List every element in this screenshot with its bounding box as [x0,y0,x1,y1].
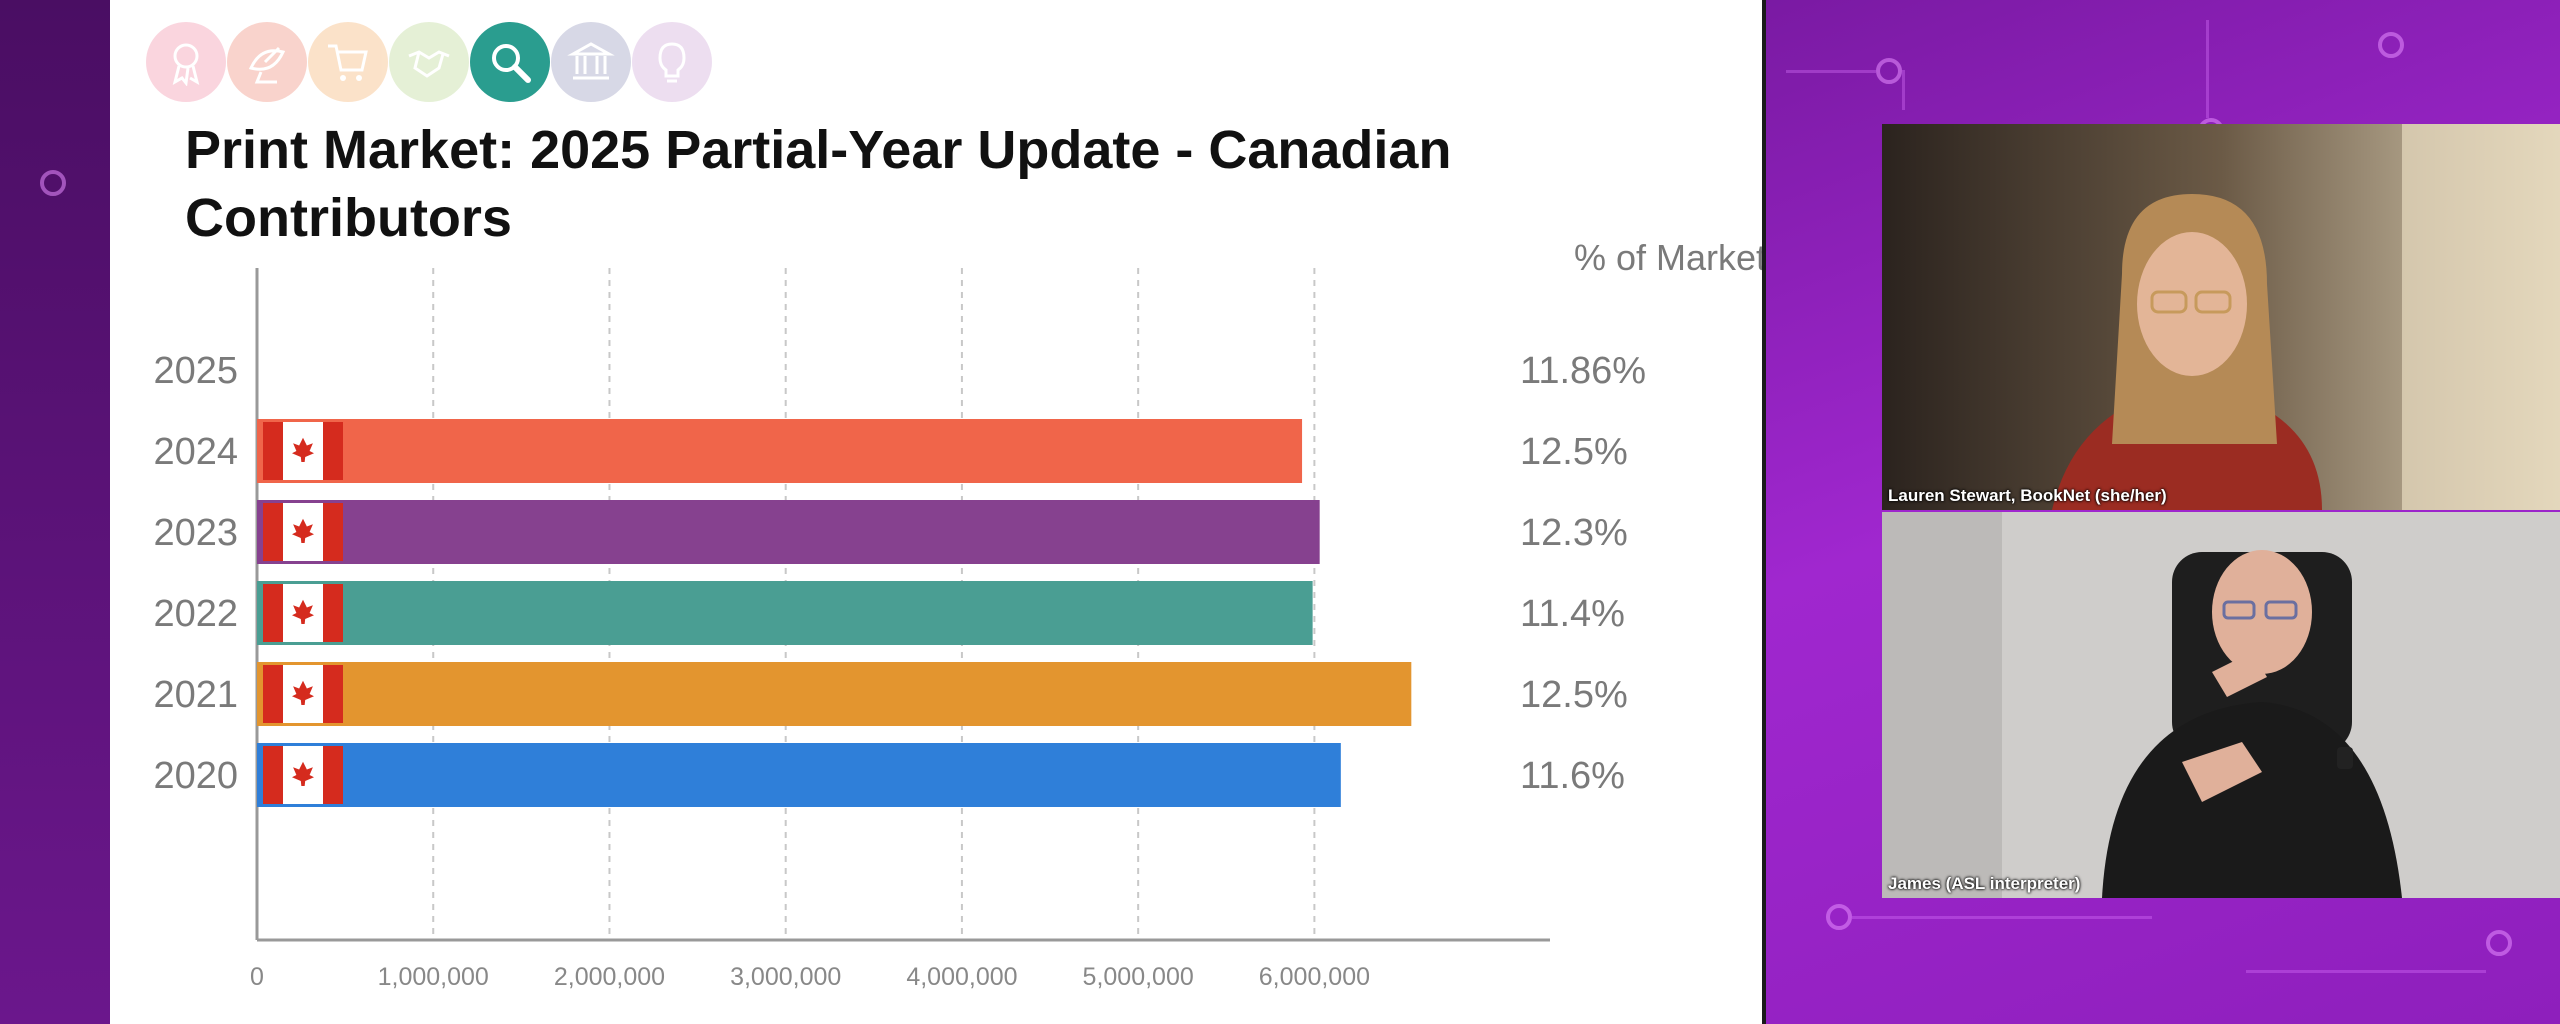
flag-band [263,503,283,561]
handshake-icon [389,22,469,102]
circuit-line [2246,970,2486,973]
participant-name-tag: Lauren Stewart, BookNet (she/her) [1888,486,2167,505]
circuit-dot [2378,32,2404,58]
circuit-dot [40,170,66,196]
shopping-cart-icon [308,22,388,102]
market-share-label: 11.4% [1520,593,1625,635]
video-tile-speaker[interactable]: Lauren Stewart, BookNet (she/her) [1882,124,2560,510]
year-label: 2024 [153,431,238,473]
bar-2022 [257,581,1313,645]
flag-band [263,584,283,642]
satellite-dish-icon [227,22,307,102]
year-label: 2023 [153,512,238,554]
flag-band [323,746,343,804]
chart-title: Print Market: 2025 Partial-Year Update -… [185,120,1452,248]
market-share-label: 11.86% [1520,350,1646,392]
speaker-video-feed [1882,124,2560,510]
library-icon [551,22,631,102]
magnifier-icon [470,22,550,102]
circuit-line [1902,70,1905,110]
slide-border [1762,0,1766,1024]
left-background-strip [0,0,110,1024]
flag-band [263,665,283,723]
year-label: 2021 [153,674,238,716]
market-share-label: 12.5% [1520,674,1628,716]
topic-icon-row [146,22,712,104]
market-share-label: 12.3% [1520,512,1628,554]
bars [257,419,1412,807]
flag-band [323,503,343,561]
x-tick-label: 3,000,000 [730,963,841,991]
market-share-header: % of Market [1574,237,1762,278]
bar-2024 [257,419,1303,483]
maple-leaf [292,761,314,786]
x-tick-label: 6,000,000 [1259,963,1370,991]
participant-name-tag: James (ASL interpreter) [1888,874,2081,893]
year-label: 2020 [153,755,238,797]
lightbulb-icon [632,22,712,102]
maple-leaf [292,680,314,705]
x-tick-label: 5,000,000 [1083,963,1194,991]
interpreter-video-feed [1882,512,2560,898]
canada-flag-icon [263,665,343,723]
canada-flag-icon [263,584,343,642]
maple-leaf [292,599,314,624]
x-tick-label: 1,000,000 [378,963,489,991]
circuit-dot [2486,930,2512,956]
year-label: 2025 [153,350,238,392]
market-share-label: 12.5% [1520,431,1628,473]
flag-band [323,665,343,723]
bar-chart: 0 1,000,000 2,000,000 3,000,000 4,000,000 5,0… [153,237,1762,991]
flag-band [263,746,283,804]
bar-2023 [257,500,1320,564]
circuit-line [1786,70,1876,73]
maple-leaf [292,518,314,543]
canada-flag-icon [263,422,343,480]
circuit-dot [1826,904,1852,930]
maple-leaf [292,437,314,462]
labels: 0 1,000,000 2,000,000 3,000,000 4,000,000 5,0… [153,350,1646,991]
award-ribbon-icon [146,22,226,102]
circuit-line [2206,20,2209,118]
flag-band [323,422,343,480]
x-tick-label: 2,000,000 [554,963,665,991]
flag-band [263,422,283,480]
year-label: 2022 [153,593,238,635]
circuit-line [1852,916,2152,919]
canada-flag-icon [263,746,343,804]
flag-band [323,584,343,642]
market-share-label: 11.6% [1520,755,1625,797]
x-tick-label: 4,000,000 [906,963,1017,991]
video-tile-interpreter[interactable]: James (ASL interpreter) [1882,512,2560,898]
canada-flag-icon [263,503,343,561]
circuit-dot [1876,58,1902,84]
bar-2020 [257,743,1341,807]
presentation-slide: Print Market: 2025 Partial-Year Update -… [110,0,1762,1024]
x-tick-label: 0 [250,963,264,991]
bar-2021 [257,662,1412,726]
